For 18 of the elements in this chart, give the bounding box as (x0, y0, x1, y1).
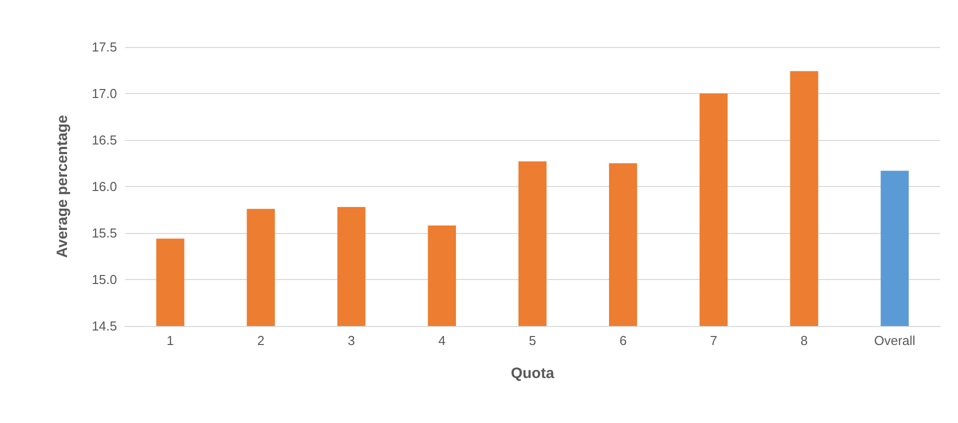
y-tick-label: 15.0 (92, 272, 117, 287)
x-axis-title: Quota (510, 365, 555, 382)
x-tick-label: 6 (619, 333, 627, 348)
x-tick-label: 1 (166, 333, 174, 348)
x-tick-label: 2 (257, 333, 264, 348)
y-tick-label: 16.5 (92, 132, 117, 148)
y-tick-label: 17.5 (92, 40, 117, 54)
y-tick-label: 15.5 (92, 226, 117, 240)
x-tick-label: 4 (438, 333, 446, 348)
x-tick-label: 5 (528, 333, 536, 348)
x-tick-label: Overall (874, 333, 916, 348)
y-axis-title: Average percentage (54, 115, 71, 258)
x-tick-label: 7 (710, 333, 718, 348)
x-tick-label: 3 (348, 333, 356, 348)
y-tick-label: 14.5 (92, 318, 117, 334)
y-tick-label: 17.0 (92, 86, 117, 101)
x-tick-label: 8 (800, 333, 808, 348)
y-tick-label: 16.0 (92, 179, 117, 194)
